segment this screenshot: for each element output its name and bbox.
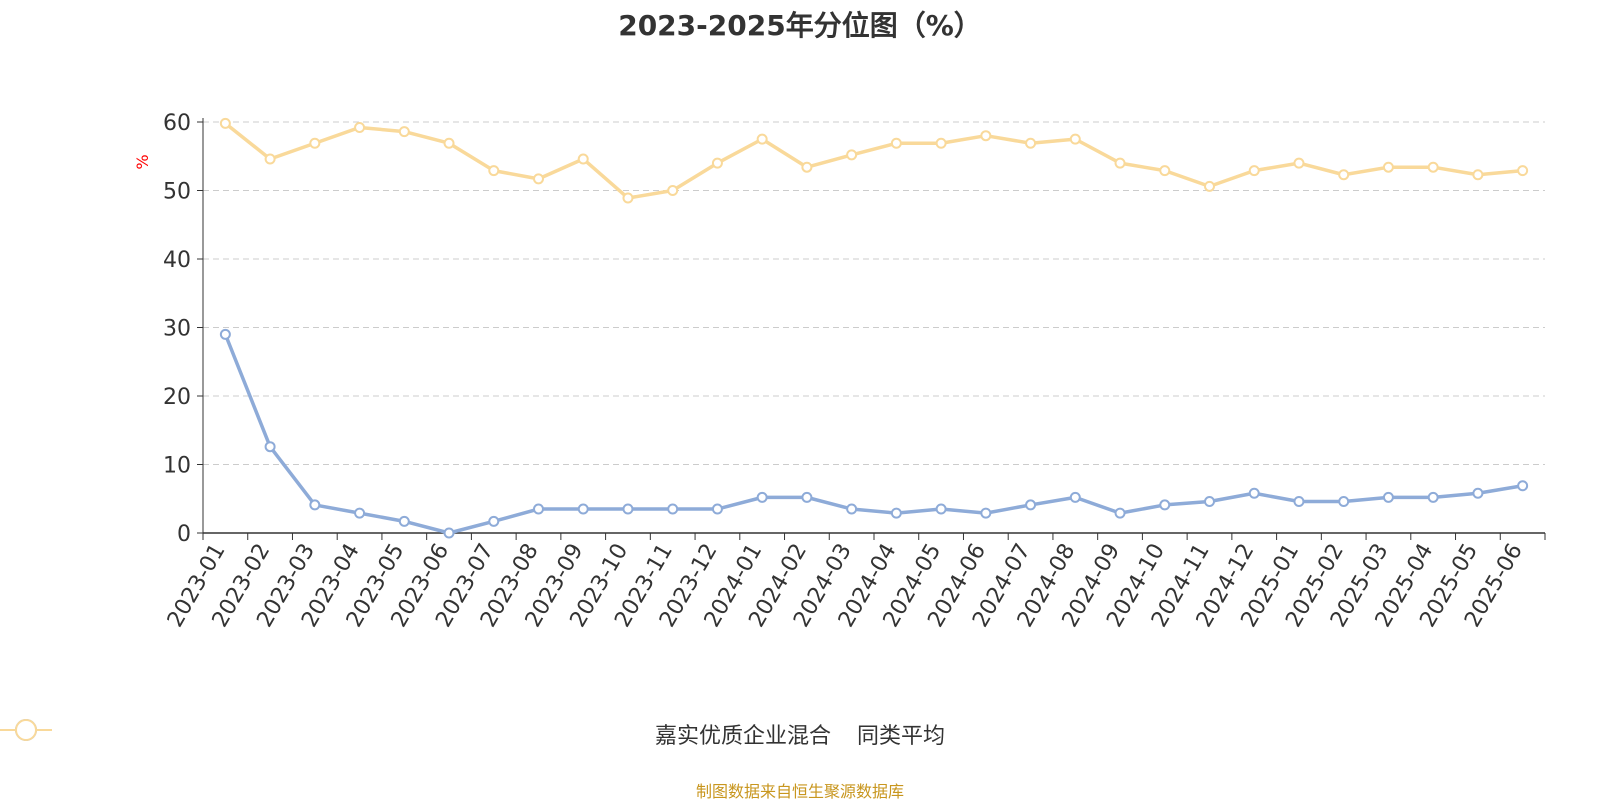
- data-point: [1382, 491, 1394, 503]
- data-point: [264, 153, 276, 165]
- data-point: [488, 165, 500, 177]
- data-point: [1517, 480, 1529, 492]
- data-point: [1159, 499, 1171, 511]
- legend-marker-series-b: [0, 719, 52, 741]
- legend-label-series-a: 嘉实优质企业混合: [654, 724, 831, 749]
- data-point: [846, 503, 858, 515]
- data-point: [533, 503, 544, 515]
- y-tick-label: 20: [163, 385, 191, 410]
- y-tick-label: 40: [163, 248, 191, 273]
- data-point: [264, 441, 276, 453]
- data-point: [1114, 507, 1126, 519]
- data-point: [398, 515, 410, 527]
- data-point: [309, 137, 321, 149]
- y-tick-label: 50: [163, 180, 191, 205]
- data-point: [711, 503, 723, 515]
- y-axis-label: %: [133, 154, 152, 169]
- data-point: [1517, 165, 1529, 177]
- series-line: [224, 122, 1523, 200]
- data-point: [443, 137, 455, 149]
- data-point: [533, 173, 544, 185]
- data-point: [398, 126, 410, 138]
- data-point: [667, 185, 679, 196]
- y-tick-label: 30: [163, 317, 191, 342]
- data-point: [1069, 491, 1081, 503]
- data-point: [1248, 487, 1260, 499]
- legend-item-series-b[interactable]: 同类平均: [0, 718, 946, 750]
- data-point: [980, 507, 992, 519]
- data-point: [935, 503, 947, 515]
- y-tick-label: 10: [163, 454, 191, 479]
- data-point: [443, 527, 455, 539]
- data-point: [756, 133, 768, 145]
- data-point: [801, 491, 813, 503]
- y-tick-label: 60: [163, 111, 191, 136]
- series-line: [223, 333, 1523, 535]
- data-point: [1427, 491, 1439, 503]
- data-point: [1159, 165, 1171, 177]
- data-point: [1382, 161, 1394, 173]
- data-point: [1338, 169, 1350, 181]
- data-point: [577, 153, 589, 165]
- data-point: [309, 499, 321, 511]
- data-point: [1472, 487, 1484, 499]
- data-point: [711, 157, 723, 169]
- data-point: [667, 503, 679, 515]
- data-point: [1069, 133, 1081, 145]
- data-point: [1025, 499, 1037, 511]
- data-point: [890, 137, 902, 149]
- data-point: [1293, 157, 1305, 169]
- data-point: [756, 491, 768, 503]
- data-point: [801, 161, 813, 173]
- data-point: [890, 507, 902, 519]
- chart-svg: 0102030405060%2023-012023-022023-032023-…: [133, 111, 1546, 632]
- data-point: [1204, 180, 1215, 192]
- data-point: [622, 192, 634, 204]
- data-point: [1293, 495, 1305, 507]
- data-point: [622, 503, 634, 515]
- data-point: [354, 121, 366, 133]
- data-point: [980, 130, 992, 142]
- data-point: [1025, 137, 1037, 149]
- data-point: [219, 117, 231, 129]
- data-point: [354, 507, 366, 519]
- y-tick-label: 0: [177, 522, 191, 547]
- legend-item-series-a[interactable]: 嘉实优质企业混合: [0, 718, 831, 750]
- legend: 嘉实优质企业混合 同类平均: [0, 718, 1600, 750]
- data-point: [935, 137, 947, 149]
- data-point: [846, 149, 858, 161]
- data-point: [1204, 495, 1215, 507]
- data-source-note: 制图数据来自恒生聚源数据库: [695, 782, 904, 801]
- data-point: [488, 515, 500, 527]
- data-point: [1114, 157, 1126, 169]
- legend-label-series-b: 同类平均: [857, 724, 946, 749]
- data-point: [219, 328, 231, 340]
- chart-title: 2023-2025年分位图（%）: [618, 9, 982, 42]
- data-point: [1472, 169, 1484, 181]
- data-point: [1248, 165, 1260, 177]
- data-point: [1427, 161, 1439, 173]
- data-point: [577, 503, 589, 515]
- data-point: [1338, 495, 1350, 507]
